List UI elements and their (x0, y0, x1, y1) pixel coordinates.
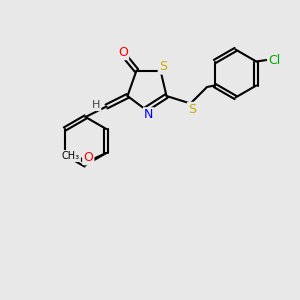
Text: CH₃: CH₃ (62, 151, 80, 161)
Text: S: S (159, 60, 167, 74)
Text: N: N (144, 108, 153, 122)
Text: O: O (83, 151, 93, 164)
Text: S: S (188, 103, 196, 116)
Text: O: O (118, 46, 128, 59)
Text: H: H (92, 100, 100, 110)
Text: Cl: Cl (268, 53, 280, 67)
